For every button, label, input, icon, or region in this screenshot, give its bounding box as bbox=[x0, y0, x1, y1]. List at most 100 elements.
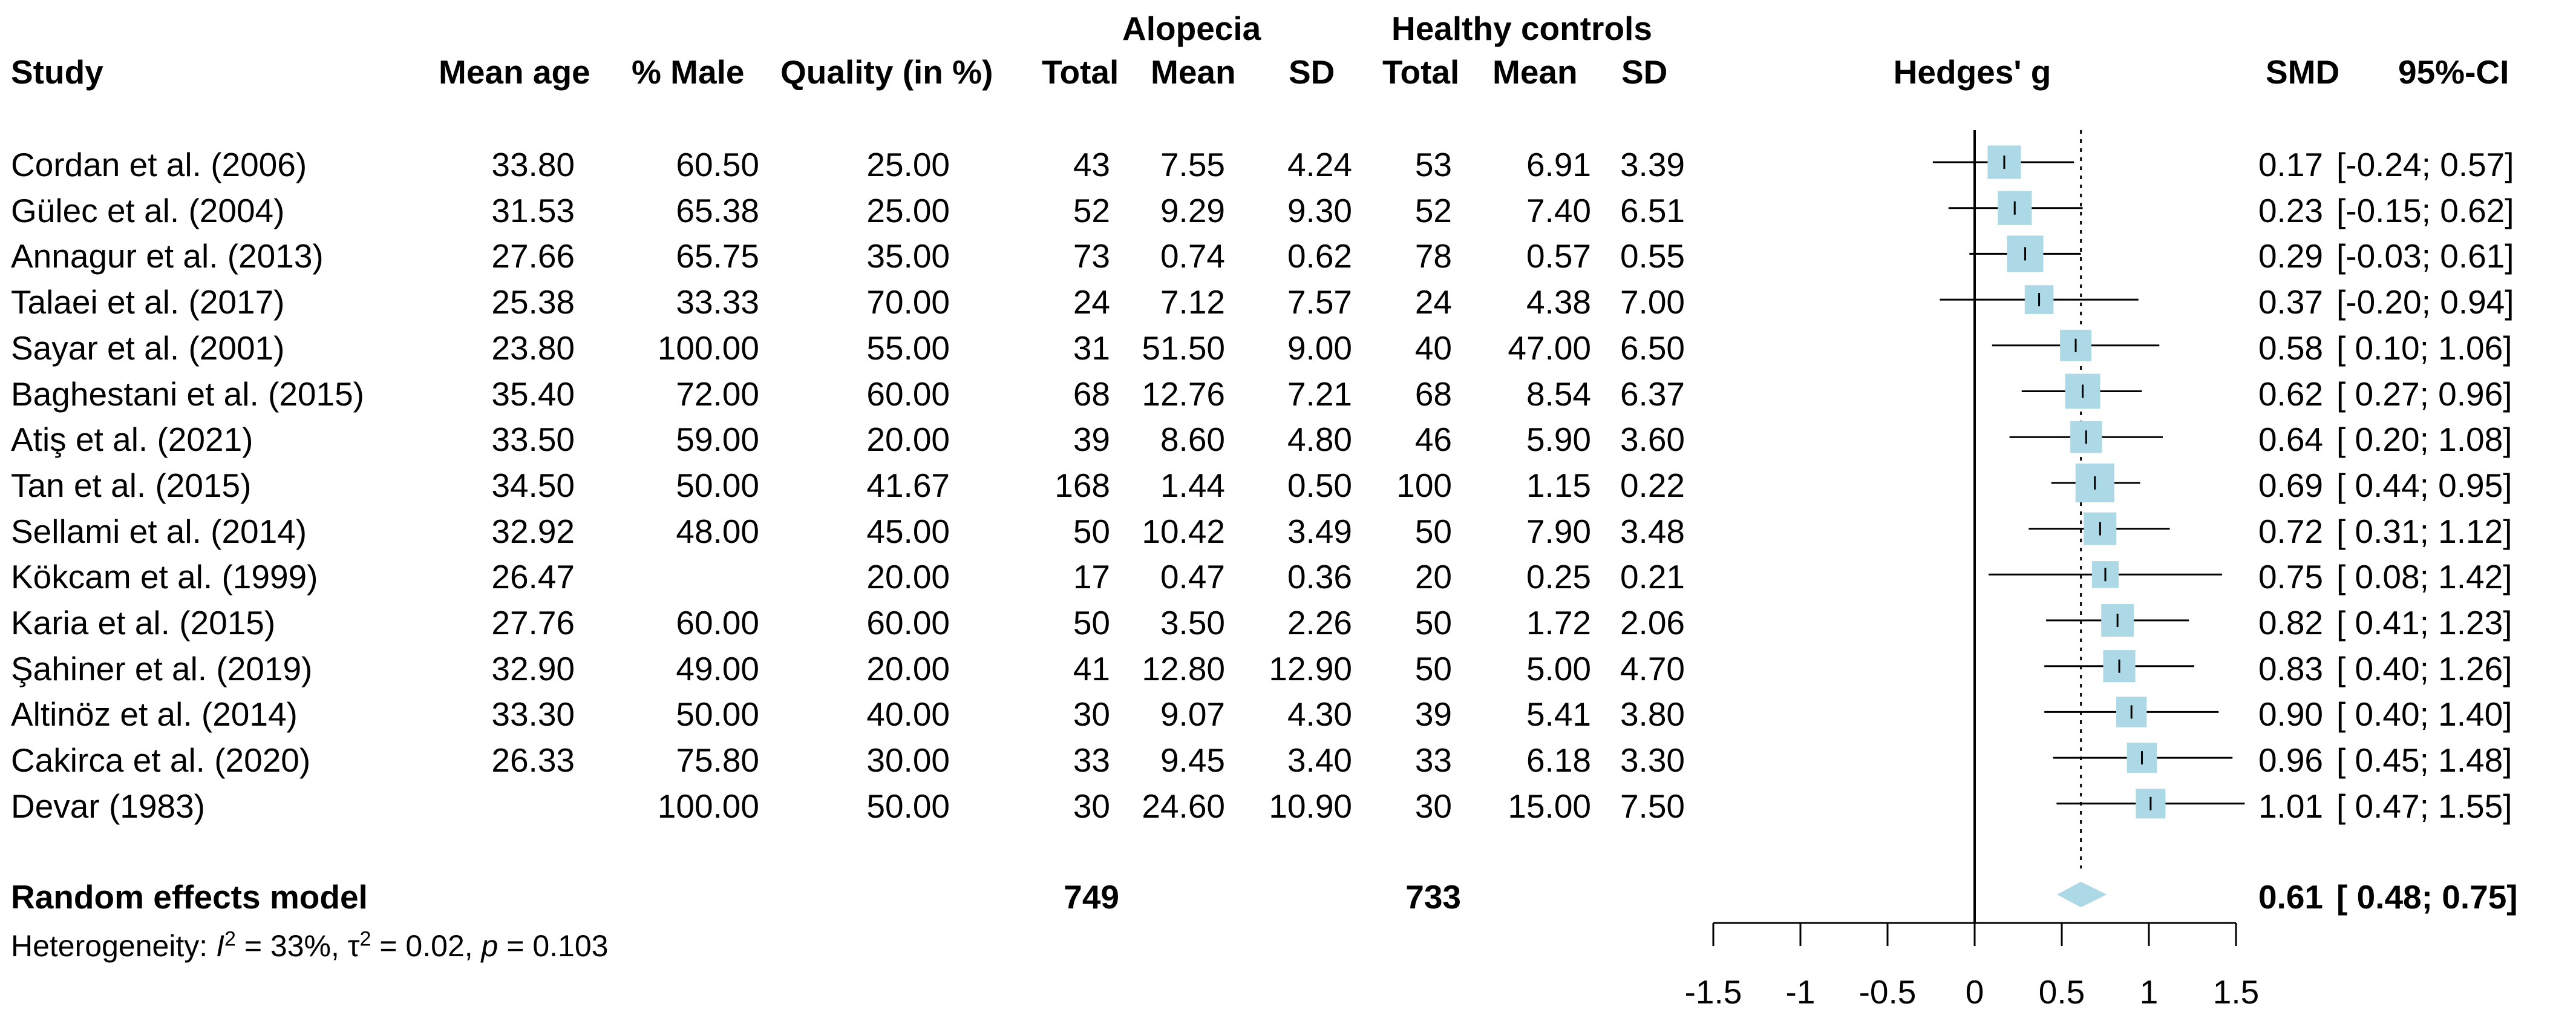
cell-sd1: 3.40 bbox=[1287, 741, 1352, 779]
col-header-ci: 95%-CI bbox=[2398, 53, 2509, 91]
cell-mean-age: 33.50 bbox=[491, 421, 575, 458]
cell-sd1: 3.49 bbox=[1287, 513, 1352, 550]
cell-total1: 24 bbox=[1073, 283, 1110, 321]
cell-total2: 33 bbox=[1414, 741, 1452, 779]
cell-total2: 50 bbox=[1414, 650, 1452, 688]
cell-sd1: 4.24 bbox=[1287, 146, 1352, 183]
cell-mean1: 7.55 bbox=[1160, 146, 1225, 183]
cell-ci: [ 0.44; 0.95] bbox=[2336, 467, 2512, 504]
col-header-mean-controls: Mean bbox=[1492, 53, 1578, 91]
x-axis-tick-label: -1.5 bbox=[1685, 973, 1742, 1011]
cell-sd1: 2.26 bbox=[1287, 604, 1352, 642]
cell-sd1: 0.36 bbox=[1287, 558, 1352, 596]
cell-sd2: 6.50 bbox=[1620, 329, 1685, 367]
summary-label: Random effects model bbox=[11, 878, 368, 916]
cell-mean1: 0.74 bbox=[1160, 237, 1225, 275]
cell-pct-male: 33.33 bbox=[676, 283, 759, 321]
cell-sd2: 3.39 bbox=[1620, 146, 1685, 183]
cell-mean2: 6.91 bbox=[1526, 146, 1591, 183]
cell-mean1: 12.80 bbox=[1142, 650, 1225, 688]
cell-pct-male: 59.00 bbox=[676, 421, 759, 458]
cell-smd: 0.64 bbox=[2258, 421, 2323, 458]
pooled-effect-diamond bbox=[2057, 881, 2107, 908]
cell-total1: 43 bbox=[1073, 146, 1110, 183]
tau-squared-value: = 0.02, bbox=[371, 929, 482, 963]
cell-mean-age: 26.47 bbox=[491, 558, 575, 596]
cell-smd: 0.82 bbox=[2258, 604, 2323, 642]
p-symbol: p bbox=[481, 929, 499, 963]
cell-mean2: 47.00 bbox=[1508, 329, 1591, 367]
cell-total2: 100 bbox=[1396, 467, 1452, 504]
cell-sd1: 7.21 bbox=[1287, 375, 1352, 413]
summary-ci: [ 0.48; 0.75] bbox=[2336, 878, 2518, 916]
cell-total2: 50 bbox=[1414, 604, 1452, 642]
i-squared-symbol: I bbox=[216, 929, 224, 963]
cell-sd2: 3.80 bbox=[1620, 695, 1685, 733]
cell-quality: 20.00 bbox=[866, 650, 950, 688]
cell-smd: 0.62 bbox=[2258, 375, 2323, 413]
cell-quality: 41.67 bbox=[866, 467, 950, 504]
cell-smd: 0.72 bbox=[2258, 513, 2323, 550]
cell-mean1: 7.12 bbox=[1160, 283, 1225, 321]
cell-pct-male: 48.00 bbox=[676, 513, 759, 550]
cell-study: Cordan et al. (2006) bbox=[11, 146, 307, 183]
cell-smd: 0.58 bbox=[2258, 329, 2323, 367]
cell-pct-male: 49.00 bbox=[676, 650, 759, 688]
cell-ci: [ 0.45; 1.48] bbox=[2336, 741, 2512, 779]
cell-total2: 50 bbox=[1414, 513, 1452, 550]
cell-mean1: 9.07 bbox=[1160, 695, 1225, 733]
cell-sd1: 7.57 bbox=[1287, 283, 1352, 321]
cell-quality: 45.00 bbox=[866, 513, 950, 550]
i-squared-sup: 2 bbox=[224, 927, 236, 951]
cell-total2: 53 bbox=[1414, 146, 1452, 183]
cell-study: Devar (1983) bbox=[11, 787, 205, 825]
cell-quality: 35.00 bbox=[866, 237, 950, 275]
cell-quality: 70.00 bbox=[866, 283, 950, 321]
cell-pct-male: 50.00 bbox=[676, 695, 759, 733]
cell-smd: 0.69 bbox=[2258, 467, 2323, 504]
cell-total1: 39 bbox=[1073, 421, 1110, 458]
cell-ci: [-0.03; 0.61] bbox=[2336, 237, 2514, 275]
cell-study: Karia et al. (2015) bbox=[11, 604, 276, 642]
x-axis-tick-label: -0.5 bbox=[1859, 973, 1917, 1011]
tau-squared-symbol: τ bbox=[347, 929, 360, 963]
cell-pct-male: 100.00 bbox=[657, 787, 759, 825]
summary-total-controls: 733 bbox=[1405, 878, 1461, 916]
cell-mean2: 5.90 bbox=[1526, 421, 1591, 458]
cell-quality: 20.00 bbox=[866, 421, 950, 458]
cell-sd1: 4.80 bbox=[1287, 421, 1352, 458]
cell-study: Baghestani et al. (2015) bbox=[11, 375, 364, 413]
cell-ci: [ 0.40; 1.40] bbox=[2336, 695, 2512, 733]
cell-sd1: 0.62 bbox=[1287, 237, 1352, 275]
x-axis-tick-label: 0.5 bbox=[2039, 973, 2085, 1011]
cell-total1: 168 bbox=[1054, 467, 1110, 504]
cell-smd: 0.83 bbox=[2258, 650, 2323, 688]
cell-sd2: 3.60 bbox=[1620, 421, 1685, 458]
col-header-mean-alopecia: Mean bbox=[1151, 53, 1236, 91]
cell-mean-age: 26.33 bbox=[491, 741, 575, 779]
heterogeneity-text: Heterogeneity: I2 = 33%, τ2 = 0.02, p = … bbox=[11, 928, 608, 963]
cell-total1: 30 bbox=[1073, 787, 1110, 825]
x-axis-tick-label: -1 bbox=[1786, 973, 1816, 1011]
cell-study: Atiş et al. (2021) bbox=[11, 421, 253, 458]
cell-smd: 0.23 bbox=[2258, 192, 2323, 229]
cell-quality: 60.00 bbox=[866, 604, 950, 642]
cell-mean2: 5.00 bbox=[1526, 650, 1591, 688]
col-header-sd-controls: SD bbox=[1621, 53, 1668, 91]
cell-sd1: 0.50 bbox=[1287, 467, 1352, 504]
cell-smd: 1.01 bbox=[2258, 787, 2323, 825]
cell-quality: 30.00 bbox=[866, 741, 950, 779]
x-axis-tick-label: 0 bbox=[1966, 973, 1984, 1011]
col-header-pct-male: % Male bbox=[632, 53, 745, 91]
cell-mean1: 9.45 bbox=[1160, 741, 1225, 779]
cell-mean-age: 31.53 bbox=[491, 192, 575, 229]
cell-mean2: 7.40 bbox=[1526, 192, 1591, 229]
cell-sd2: 0.55 bbox=[1620, 237, 1685, 275]
group-header-controls: Healthy controls bbox=[1391, 10, 1652, 47]
cell-pct-male: 50.00 bbox=[676, 467, 759, 504]
cell-quality: 25.00 bbox=[866, 146, 950, 183]
cell-study: Talaei et al. (2017) bbox=[11, 283, 285, 321]
cell-sd2: 0.21 bbox=[1620, 558, 1685, 596]
cell-ci: [ 0.10; 1.06] bbox=[2336, 329, 2512, 367]
